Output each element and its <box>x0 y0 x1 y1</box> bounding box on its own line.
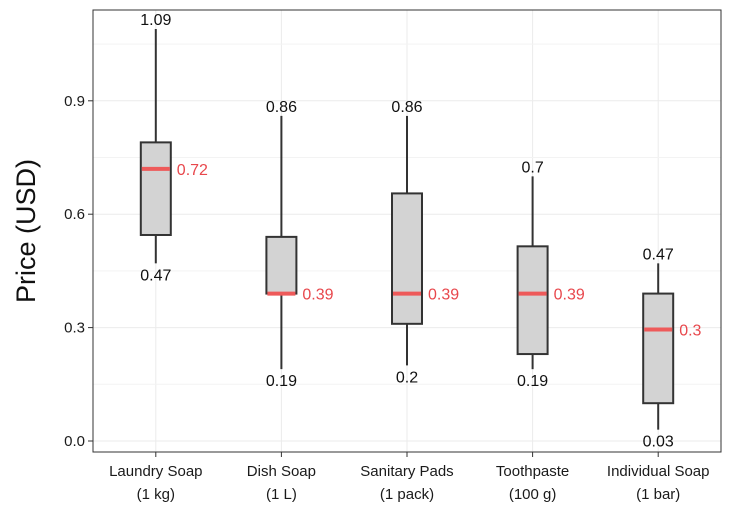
y-axis-title: Price (USD) <box>11 159 41 303</box>
max-label: 0.47 <box>643 246 674 263</box>
min-label: 0.03 <box>643 434 674 451</box>
y-tick-label: 0.0 <box>64 433 85 450</box>
x-tick-label: Sanitary Pads <box>360 463 453 480</box>
box-body <box>391 192 423 325</box>
x-tick-label-unit: (1 L) <box>266 486 297 503</box>
x-tick-label-unit: (1 kg) <box>137 486 175 503</box>
max-label: 0.86 <box>391 99 422 116</box>
median-label: 0.39 <box>554 287 585 304</box>
box-body <box>139 141 172 236</box>
y-tick-label: 0.9 <box>64 93 85 110</box>
y-tick-label: 0.6 <box>64 206 85 223</box>
median-label: 0.72 <box>177 162 208 179</box>
x-axis: Laundry Soap (1 kg) Dish Soap (1 L) Sanitary… <box>109 452 709 503</box>
x-tick-label-unit: (1 bar) <box>636 486 680 503</box>
median-label: 0.39 <box>302 287 333 304</box>
box-3 <box>391 115 423 366</box>
x-tick-label-unit: (100 g) <box>509 486 557 503</box>
box-body <box>642 292 675 405</box>
box-2 <box>265 115 298 370</box>
box-5 <box>642 263 675 430</box>
box-4 <box>516 176 549 370</box>
grid-lines <box>93 10 721 452</box>
x-tick-label: Dish Soap <box>247 463 316 480</box>
median-label: 0.39 <box>428 287 459 304</box>
y-axis: 0.0 0.3 0.6 0.9 <box>64 93 93 450</box>
median-label: 0.3 <box>679 322 701 339</box>
x-tick-label: Toothpaste <box>496 463 569 480</box>
x-tick-label-unit: (1 pack) <box>380 486 434 503</box>
min-label: 0.2 <box>396 369 418 386</box>
min-label: 0.19 <box>517 373 548 390</box>
min-label: 0.47 <box>140 267 171 284</box>
boxes <box>139 28 675 430</box>
box-body <box>265 235 298 295</box>
x-tick-label: Laundry Soap <box>109 463 202 480</box>
max-label: 1.09 <box>140 12 171 29</box>
box-1 <box>139 28 172 264</box>
max-label: 0.7 <box>521 159 543 176</box>
x-tick-label: Individual Soap <box>607 463 710 480</box>
max-label: 0.86 <box>266 99 297 116</box>
min-label: 0.19 <box>266 373 297 390</box>
value-labels: 1.09 0.47 0.72 0.86 0.19 0.39 0.86 0.2 0.39 0.7 0.… <box>140 12 701 451</box>
y-tick-label: 0.3 <box>64 320 85 337</box>
box-body <box>516 245 549 356</box>
